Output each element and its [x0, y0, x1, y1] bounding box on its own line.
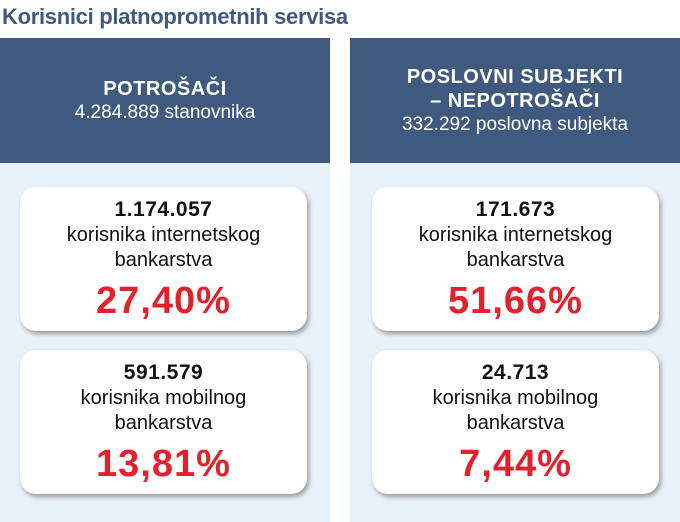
column: POTROŠAČI 4.284.889 stanovnika 1.174.057 ko…: [0, 38, 330, 522]
column-header: POSLOVNI SUBJEKTI – NEPOTROŠAČI 332.292 po…: [350, 38, 680, 163]
header-title: POTROŠAČI: [103, 77, 227, 100]
stat-card: 24.713 korisnika mobilnog bankarstva 7,44%: [372, 350, 659, 494]
user-count: 171.673: [475, 198, 556, 221]
header-title: POSLOVNI SUBJEKTI: [406, 65, 624, 88]
card-label: korisnika internetskog: [418, 224, 613, 246]
header-subtitle: 332.292 poslovna subjekta: [401, 113, 629, 135]
user-count: 24.713: [481, 361, 550, 384]
percentage: 13,81%: [96, 443, 231, 485]
card-label: bankarstva: [114, 249, 213, 271]
card-label: korisnika mobilnog: [80, 387, 247, 409]
card-label: bankarstva: [466, 249, 565, 271]
percentage: 7,44%: [459, 443, 572, 485]
column-header: POTROŠAČI 4.284.889 stanovnika: [0, 38, 330, 163]
header-title: – NEPOTROŠAČI: [430, 89, 600, 112]
user-count: 1.174.057: [114, 198, 213, 221]
column: POSLOVNI SUBJEKTI – NEPOTROŠAČI 332.292 po…: [350, 38, 680, 522]
stat-card: 1.174.057 korisnika internetskog bankarstv…: [20, 187, 307, 331]
card-label: bankarstva: [466, 412, 565, 434]
header-subtitle: 4.284.889 stanovnika: [74, 101, 256, 123]
card-label: korisnika mobilnog: [432, 387, 599, 409]
card-label: bankarstva: [114, 412, 213, 434]
page-title: Korisnici platnoprometnih servisa: [2, 4, 348, 29]
stat-card: 591.579 korisnika mobilnog bankarstva 13,81…: [20, 350, 307, 494]
stat-card: 171.673 korisnika internetskog bankarstva 5…: [372, 187, 659, 331]
user-count: 591.579: [123, 361, 204, 384]
card-label: korisnika internetskog: [66, 224, 261, 246]
percentage: 27,40%: [96, 280, 231, 322]
percentage: 51,66%: [448, 280, 583, 322]
